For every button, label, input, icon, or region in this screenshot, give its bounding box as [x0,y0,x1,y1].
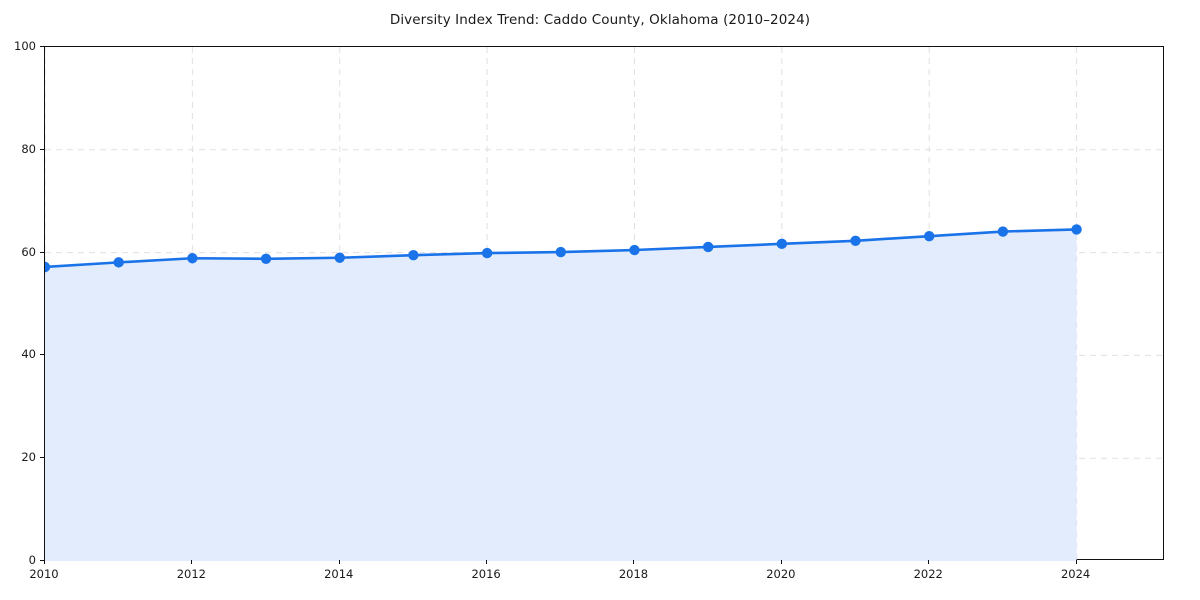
x-axis-tick-mark [1075,560,1077,564]
plot-area [44,46,1165,561]
data-point-marker [850,235,861,246]
y-axis-tick-label: 0 [28,553,36,567]
y-axis-tick-mark [40,560,44,561]
y-axis-tick-mark [40,251,44,253]
data-point-marker [260,253,272,264]
data-point-marker [334,252,345,263]
x-axis-tick-label: 2010 [29,567,59,581]
y-axis-tick-label: 60 [21,244,36,259]
y-axis-tick-label: 40 [21,347,36,362]
y-axis-tick-mark [40,457,44,459]
x-axis-tick-label: 2020 [766,567,796,581]
area-fill [45,229,1077,561]
data-point-marker [997,226,1009,237]
x-axis-tick-label: 2024 [1060,567,1091,581]
data-point-marker [113,257,124,268]
y-axis-tick-mark [40,148,44,150]
x-axis-tick-mark [486,560,488,564]
line-chart-svg [45,47,1165,561]
data-point-marker [555,246,566,258]
data-point-marker [45,261,51,273]
y-axis-tick-mark [40,354,44,356]
x-axis-tick-label: 2018 [618,567,649,581]
x-axis-tick-mark [928,560,930,564]
y-axis-tick-label: 80 [21,141,36,156]
data-point-marker [702,241,714,253]
data-point-marker [1071,224,1082,235]
data-point-marker [629,244,640,256]
x-axis-tick-mark [338,560,340,564]
x-axis-tick-label: 2014 [324,567,354,581]
x-axis-tick-label: 2012 [176,567,206,581]
x-axis-tick-label: 2016 [471,567,501,581]
y-axis-tick-label: 20 [21,450,36,465]
x-axis-tick-mark [780,560,782,564]
data-point-marker [924,230,935,242]
x-axis-tick-label: 2022 [913,567,943,581]
x-axis-tick-mark [44,560,45,564]
y-axis-tick-mark [40,46,44,47]
data-point-marker [776,238,788,250]
data-point-markers [45,224,1082,273]
data-point-marker [408,249,419,261]
data-point-marker [481,247,493,259]
y-axis-tick-label: 100 [14,39,36,53]
x-axis-tick-mark [633,560,635,564]
chart-title: Diversity Index Trend: Caddo County, Okl… [389,12,811,28]
data-point-marker [187,253,198,264]
x-axis-tick-mark [191,560,193,564]
